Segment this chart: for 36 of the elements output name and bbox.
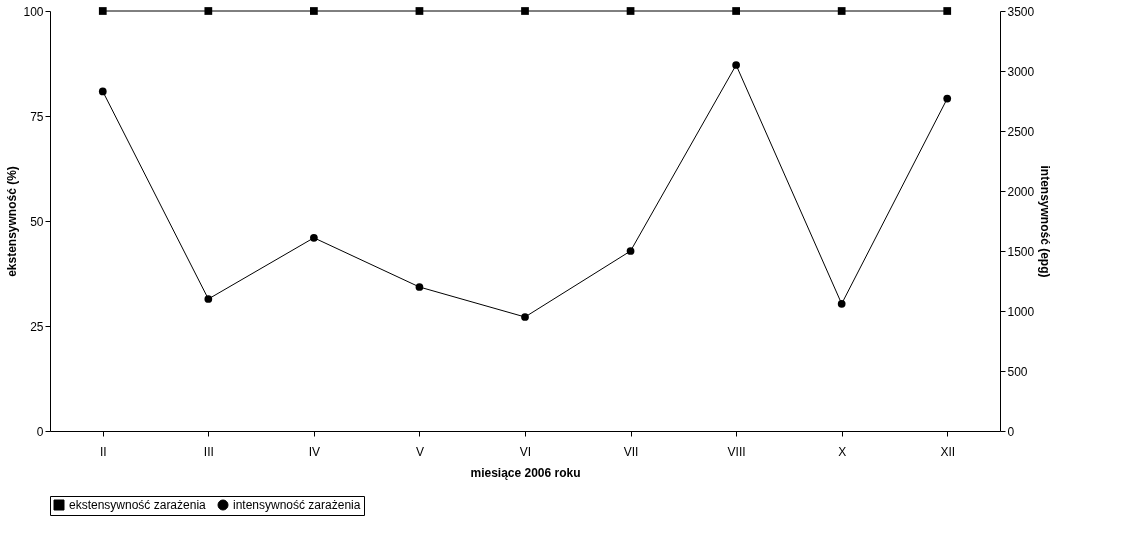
- y2-tick-label: 1000: [1007, 304, 1035, 319]
- y-tick-label: 0: [36, 424, 44, 439]
- y2-tick-label: 1500: [1007, 244, 1035, 259]
- y2-axis-title: intensywność (epg): [1038, 165, 1053, 278]
- x-tick-label: VII: [623, 444, 639, 459]
- point: [204, 295, 213, 303]
- x-tick-label: VI: [519, 444, 532, 459]
- point: [943, 94, 952, 103]
- y-tick-label: 25: [30, 319, 44, 334]
- point: [415, 283, 424, 291]
- y-tick-label: 75: [30, 109, 44, 124]
- y-tick-label: 50: [30, 214, 44, 229]
- point: [521, 313, 529, 321]
- point: [626, 247, 635, 255]
- y2-tick-label: 2500: [1007, 124, 1035, 139]
- point: [837, 299, 846, 308]
- point: [98, 87, 107, 96]
- y2-tick-label: 3500: [1007, 4, 1035, 19]
- y-axis-title: ekstensywność (%): [5, 166, 20, 277]
- legend-label: intensywność zarażenia: [233, 498, 361, 512]
- x-tick-label: III: [203, 444, 214, 459]
- x-tick-label: VIII: [727, 444, 746, 459]
- x-tick-label: V: [415, 444, 424, 459]
- y-tick-label: 100: [23, 4, 44, 19]
- y2-tick-label: 2000: [1007, 184, 1035, 199]
- x-tick-label: IV: [308, 444, 321, 459]
- point: [732, 61, 740, 69]
- y2-tick-label: 3000: [1007, 64, 1035, 79]
- y2-tick-label: 0: [1007, 424, 1015, 439]
- x-tick-label: X: [838, 444, 847, 459]
- point: [310, 233, 318, 242]
- legend-label: ekstensywność zarażenia: [69, 498, 207, 512]
- x-tick-label: XII: [940, 444, 956, 459]
- y2-tick-label: 500: [1007, 364, 1028, 379]
- x-axis-title: miesiące 2006 roku: [470, 465, 581, 480]
- x-tick-label: II: [99, 444, 107, 459]
